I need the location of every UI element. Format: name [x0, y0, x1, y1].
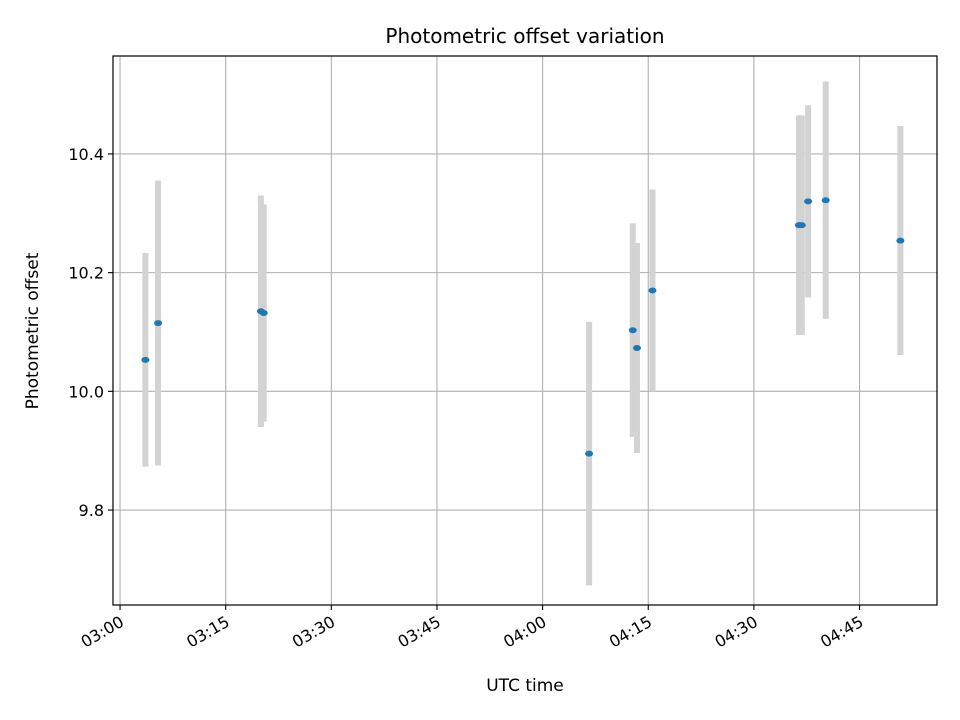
- plot-frame: [112, 55, 938, 606]
- data-point: [797, 222, 806, 229]
- y-tick-label: 10.0: [68, 382, 104, 401]
- x-axis-title: UTC time: [486, 676, 564, 696]
- y-axis-title: Photometric offset: [23, 252, 43, 409]
- data-point: [821, 197, 830, 204]
- y-tick-label: 10.4: [68, 145, 104, 164]
- chart-title: Photometric offset variation: [385, 24, 664, 48]
- data-point: [259, 309, 268, 316]
- data-point: [628, 327, 637, 334]
- data-point: [154, 320, 163, 327]
- data-point: [585, 450, 594, 457]
- data-point: [141, 356, 150, 363]
- data-point: [804, 198, 813, 205]
- y-tick-label: 9.8: [79, 501, 104, 520]
- data-point: [632, 345, 641, 352]
- data-point: [648, 287, 657, 294]
- y-tick-label: 10.2: [68, 264, 104, 283]
- data-points: [141, 197, 905, 457]
- data-point: [896, 237, 905, 244]
